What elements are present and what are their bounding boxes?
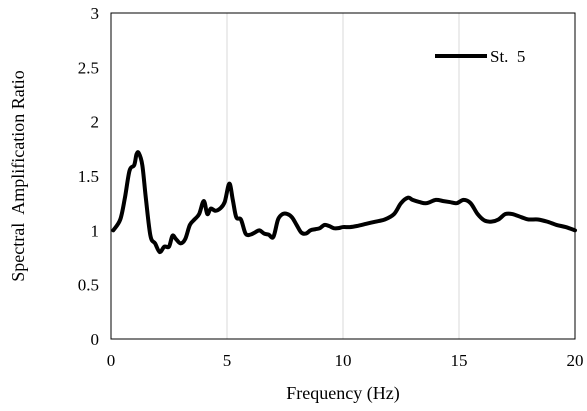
x-axis-tick-labels: 0 5 10 15 20: [107, 351, 584, 370]
y-axis-title: Spectral Amplification Ratio: [8, 70, 28, 281]
gridlines: [226, 13, 460, 339]
y-tick-label: 1: [91, 221, 100, 240]
series-lines: [111, 150, 577, 255]
plot-area-border: [110, 12, 576, 340]
y-tick-label: 3: [91, 4, 100, 23]
legend: St. 5: [435, 47, 525, 66]
series-line: [111, 150, 577, 255]
x-axis-title: Frequency (Hz): [286, 383, 399, 404]
x-tick-label: 15: [451, 351, 468, 370]
y-tick-label: 2.5: [78, 58, 99, 77]
y-tick-label: 0: [91, 330, 100, 349]
y-tick-label: 1.5: [78, 167, 99, 186]
x-tick-label: 20: [567, 351, 584, 370]
x-tick-label: 0: [107, 351, 116, 370]
y-tick-label: 0.5: [78, 276, 99, 295]
x-tick-label: 5: [223, 351, 232, 370]
y-tick-label: 2: [91, 113, 100, 132]
x-tick-label: 10: [335, 351, 352, 370]
y-axis-tick-labels: 0 0.5 1 1.5 2 2.5 3: [78, 4, 99, 349]
legend-label: St. 5: [490, 47, 525, 66]
